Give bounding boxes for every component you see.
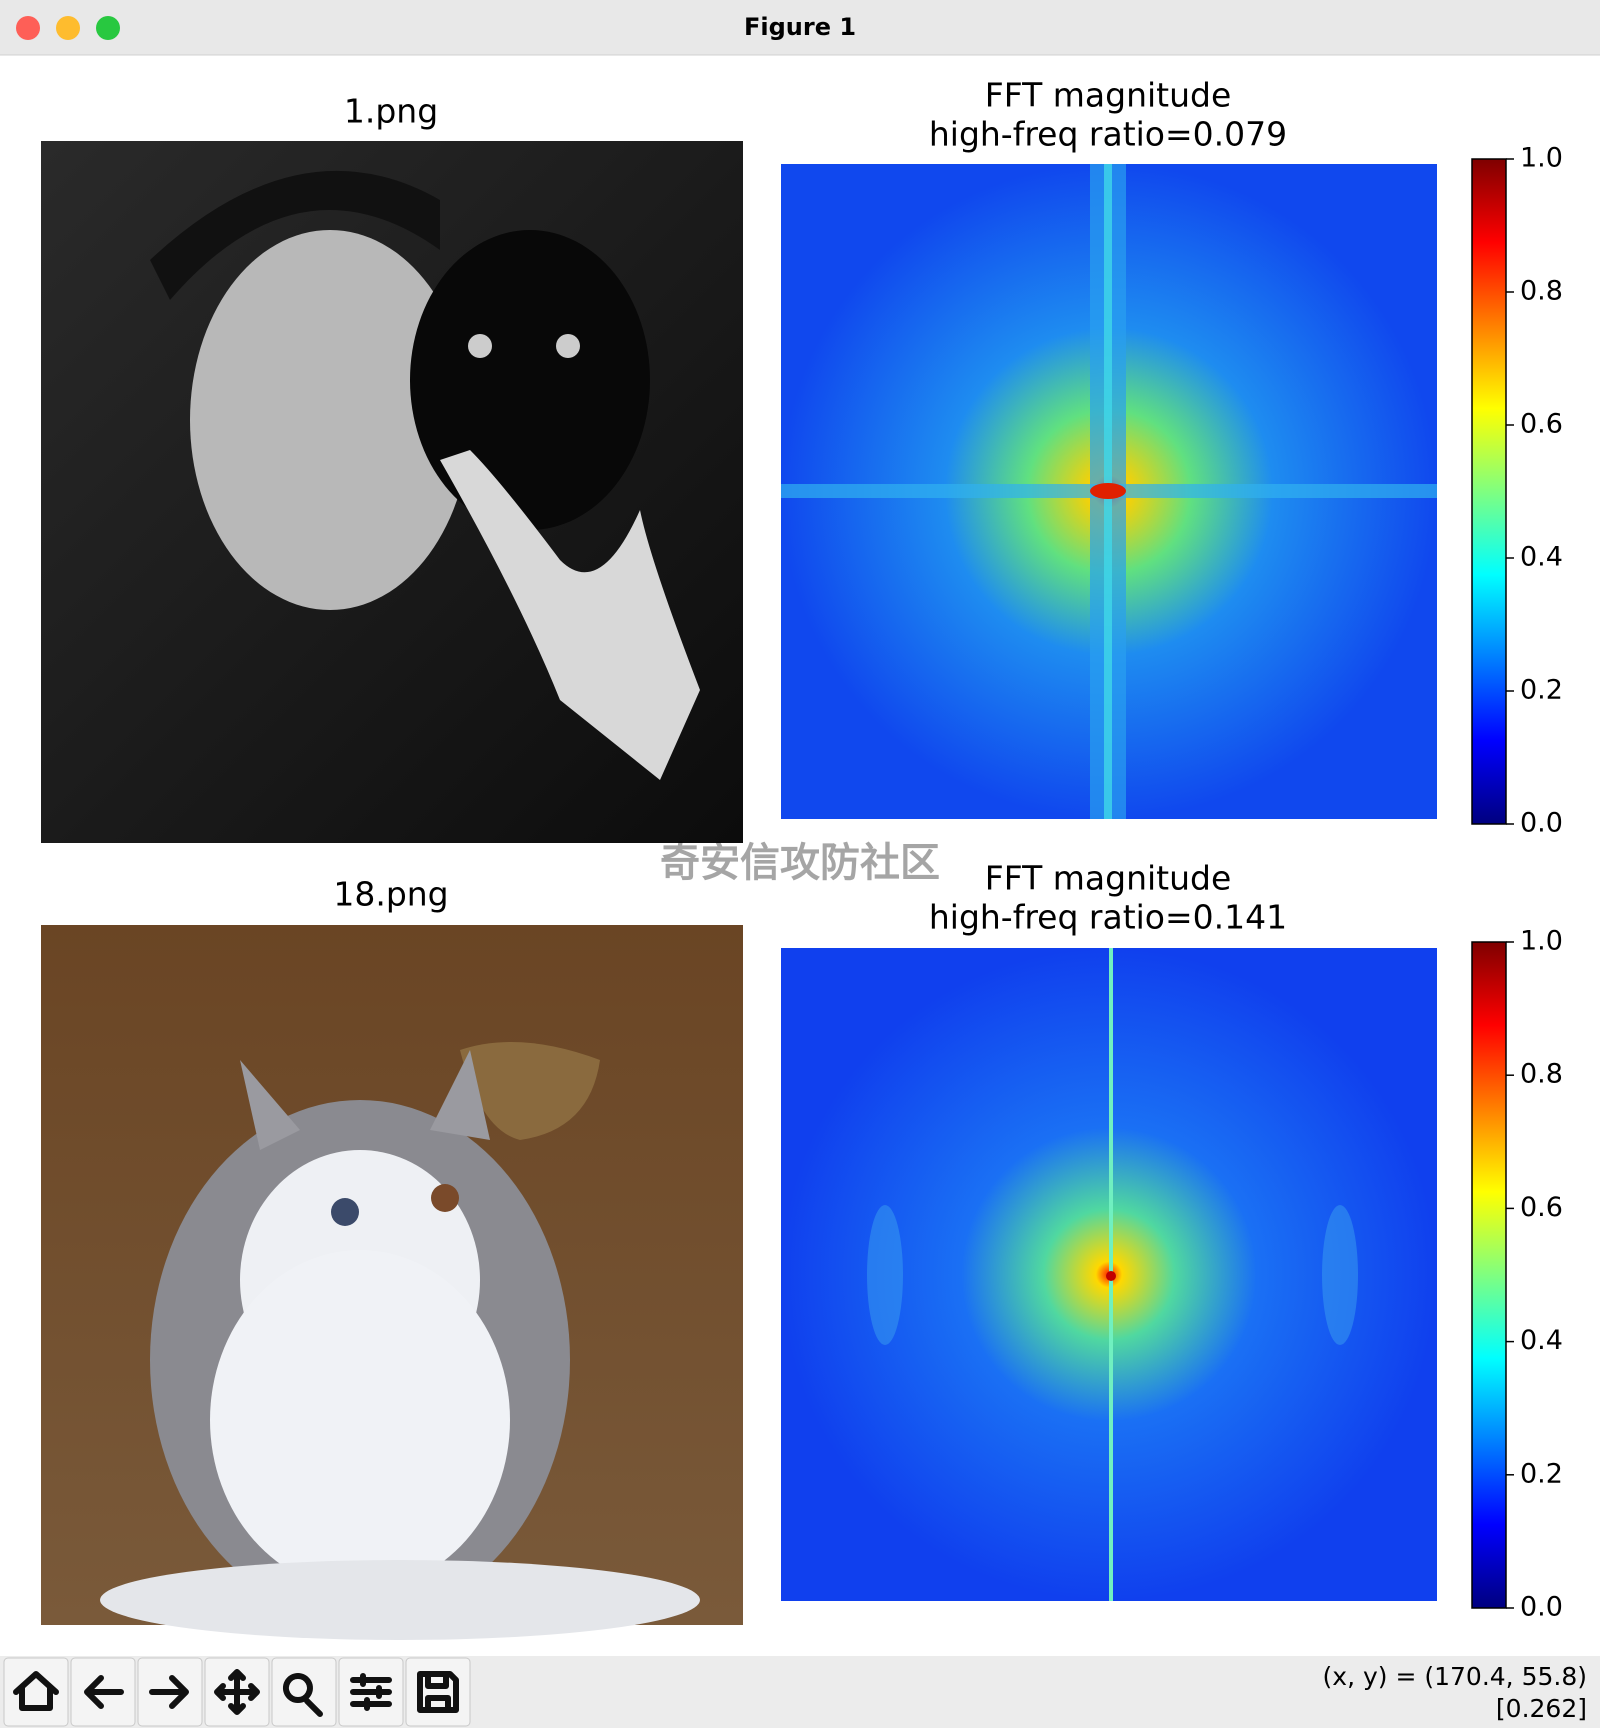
subplot-title: high-freq ratio=0.079 xyxy=(929,115,1287,154)
subplot-title: FFT magnitude xyxy=(985,76,1232,115)
zoom-button[interactable] xyxy=(96,16,120,40)
colorbar-tick-label: 0.6 xyxy=(1520,1192,1563,1223)
toolbar-button[interactable] xyxy=(271,1657,337,1727)
toolbar-icon xyxy=(350,1673,392,1711)
watermark: 奇安信攻防社区 xyxy=(660,840,940,886)
subplot-title: 18.png xyxy=(333,875,448,914)
colorbar-tick-label: 0.0 xyxy=(1520,1592,1563,1623)
colorbar-tick-label: 0.6 xyxy=(1520,409,1563,440)
status-value: [0.262] xyxy=(1496,1694,1587,1723)
colorbar-tick-label: 0.4 xyxy=(1520,1325,1563,1356)
toolbar-button[interactable] xyxy=(405,1657,471,1727)
status-coords: (x, y) = (170.4, 55.8) xyxy=(1323,1662,1587,1691)
image-2 xyxy=(41,925,743,1640)
toolbar-icon xyxy=(13,1671,59,1711)
colorbar xyxy=(1471,941,1507,1609)
image-1 xyxy=(41,141,743,843)
toolbar-icon xyxy=(417,1671,459,1713)
subplot-title: high-freq ratio=0.141 xyxy=(929,898,1287,937)
window-title: Figure 1 xyxy=(744,13,856,41)
colorbar-tick-label: 1.0 xyxy=(1520,926,1563,957)
colorbar xyxy=(1471,158,1507,825)
subplot-title: FFT magnitude xyxy=(985,859,1232,898)
toolbar-icon xyxy=(282,1673,323,1717)
fft-image-1 xyxy=(781,164,1437,819)
title-bar xyxy=(0,0,1600,55)
colorbar-tick-label: 0.0 xyxy=(1520,808,1563,839)
minimize-button[interactable] xyxy=(56,16,80,40)
colorbar-tick-label: 0.4 xyxy=(1520,542,1563,573)
subplot-title: 1.png xyxy=(344,92,438,131)
colorbar-tick-label: 0.2 xyxy=(1520,1458,1563,1489)
colorbar-tick-label: 0.8 xyxy=(1520,1059,1563,1090)
close-button[interactable] xyxy=(16,16,40,40)
toolbar-icon xyxy=(149,1675,189,1709)
colorbar-tick-label: 0.8 xyxy=(1520,276,1563,307)
colorbar-tick-label: 1.0 xyxy=(1520,143,1563,174)
colorbar-tick-label: 0.2 xyxy=(1520,675,1563,706)
fft-image-2 xyxy=(781,948,1437,1601)
toolbar-icon xyxy=(84,1675,124,1709)
toolbar-icon xyxy=(214,1669,260,1715)
